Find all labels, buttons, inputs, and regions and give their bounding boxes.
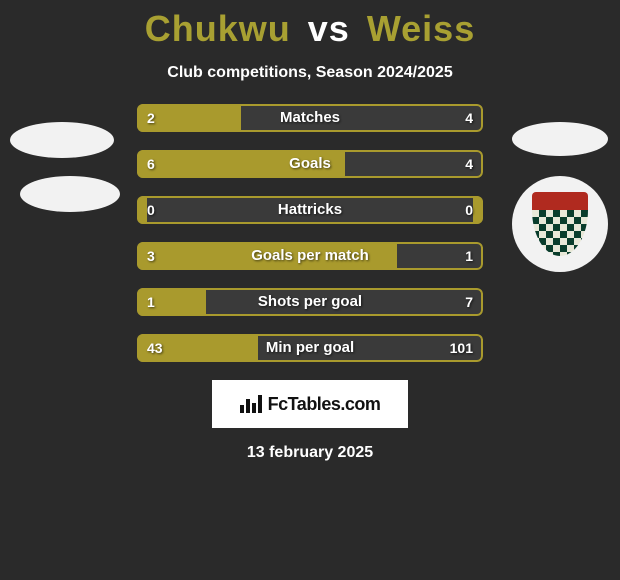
stat-value-right: 4 [465, 104, 473, 132]
brand-bars-icon [240, 395, 262, 413]
club-crest-icon [532, 192, 588, 256]
stat-row: 1Shots per goal7 [137, 288, 483, 316]
player2-name: Weiss [367, 8, 475, 49]
stat-bars: 2Matches4 6Goals4 0Hattricks0 3Goals per ma… [137, 104, 483, 362]
player1-name: Chukwu [145, 8, 291, 49]
brand-box: FcTables.com [212, 380, 408, 428]
stat-label: Min per goal [137, 334, 483, 362]
comparison-container: 2Matches4 6Goals4 0Hattricks0 3Goals per ma… [0, 104, 620, 462]
stat-label: Goals [137, 150, 483, 178]
stat-value-right: 1 [465, 242, 473, 270]
player2-club-crest [512, 176, 608, 272]
player1-badge-1 [10, 122, 114, 158]
stat-value-right: 0 [465, 196, 473, 224]
stat-value-right: 4 [465, 150, 473, 178]
stat-value-right: 7 [465, 288, 473, 316]
stat-label: Shots per goal [137, 288, 483, 316]
stat-row: 3Goals per match1 [137, 242, 483, 270]
stat-label: Goals per match [137, 242, 483, 270]
date-line: 13 february 2025 [0, 444, 620, 462]
stat-label: Hattricks [137, 196, 483, 224]
brand-text: FcTables.com [268, 394, 381, 415]
stat-row: 2Matches4 [137, 104, 483, 132]
stat-row: 43Min per goal101 [137, 334, 483, 362]
vs-title: Chukwu vs Weiss [0, 8, 620, 50]
stat-row: 0Hattricks0 [137, 196, 483, 224]
vs-word: vs [308, 8, 350, 49]
stat-value-right: 101 [450, 334, 473, 362]
player2-badge-1 [512, 122, 608, 156]
stat-label: Matches [137, 104, 483, 132]
stat-row: 6Goals4 [137, 150, 483, 178]
comparison-header: Chukwu vs Weiss Club competitions, Seaso… [0, 0, 620, 82]
player1-badge-2 [20, 176, 120, 212]
subtitle: Club competitions, Season 2024/2025 [0, 64, 620, 82]
